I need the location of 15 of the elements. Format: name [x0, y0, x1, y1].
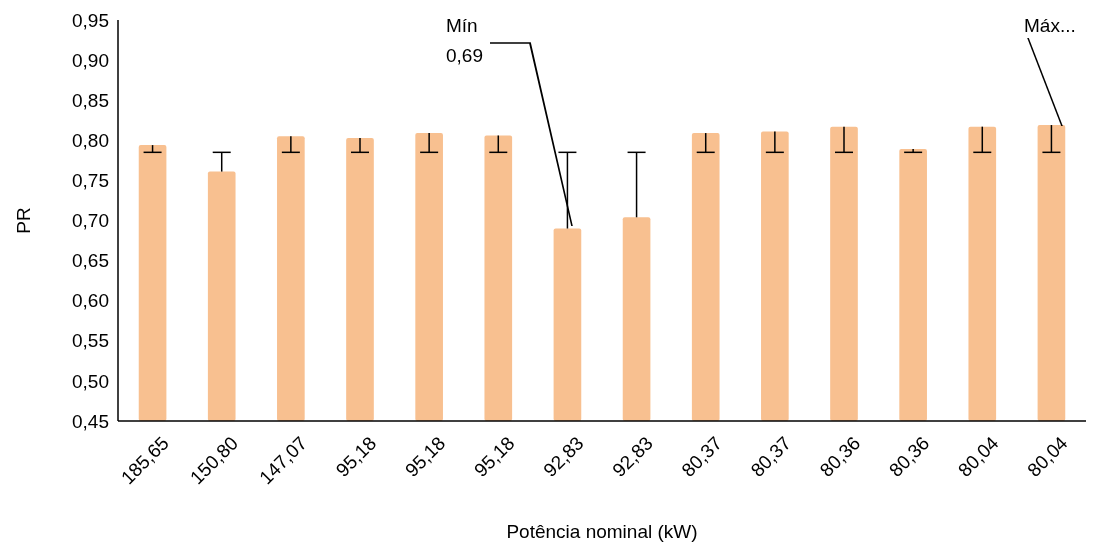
y-tick-label: 0,85 — [72, 89, 109, 111]
y-tick-label: 0,65 — [72, 250, 109, 272]
y-axis-title: PR — [13, 207, 34, 234]
y-tick-label: 0,70 — [72, 210, 109, 232]
y-tick-label: 0,75 — [72, 170, 109, 192]
x-axis-title: Potência nominal (kW) — [506, 521, 698, 542]
y-tick-label: 0,80 — [72, 129, 109, 151]
y-tick-label: 0,95 — [72, 9, 109, 31]
y-tick-label: 0,45 — [72, 410, 109, 432]
annotation: Mín 0,69 — [446, 15, 483, 66]
y-tick-label: 0,50 — [72, 370, 109, 392]
y-tick-label: 0,60 — [72, 290, 109, 312]
y-tick-label: 0,90 — [72, 49, 109, 71]
annotation: Máx... — [1024, 15, 1076, 36]
y-tick-label: 0,55 — [72, 330, 109, 352]
